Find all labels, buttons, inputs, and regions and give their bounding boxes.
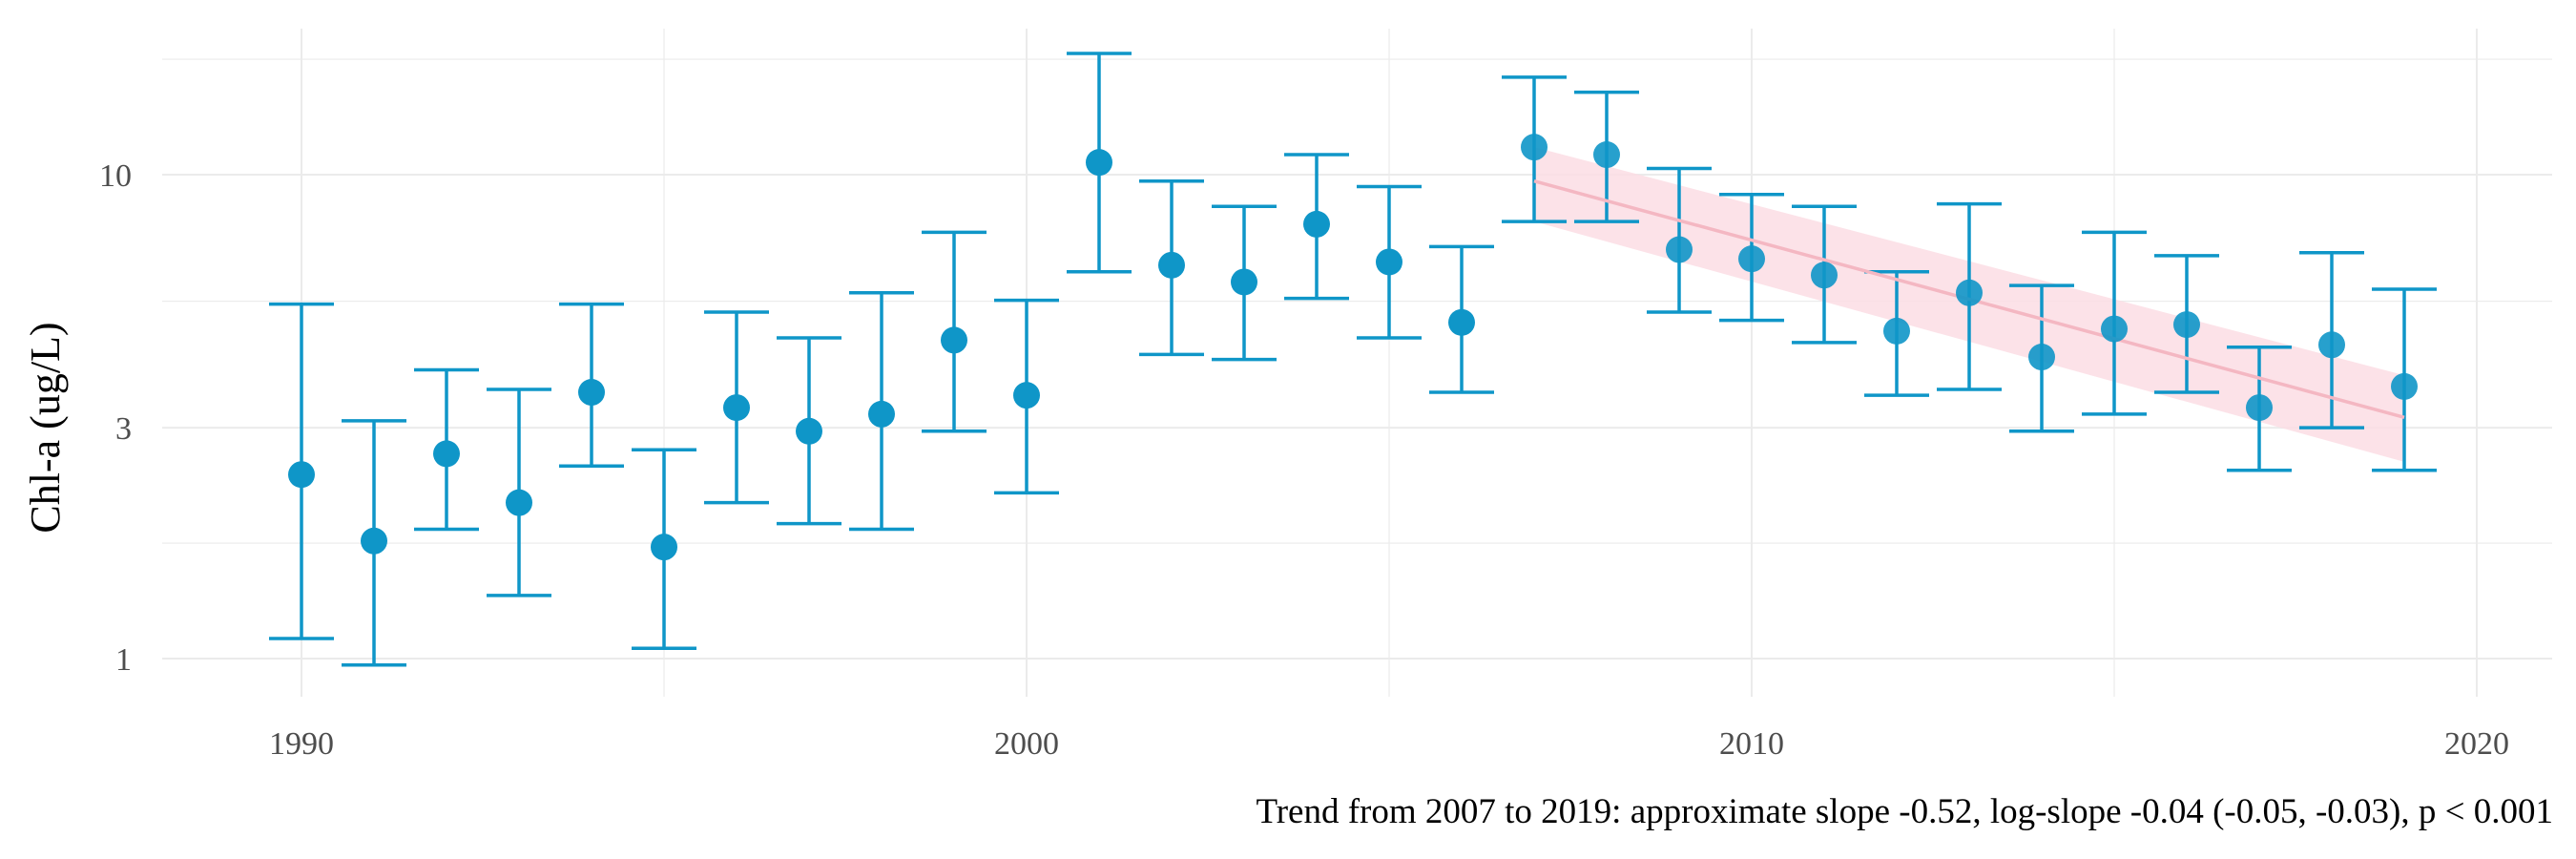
data-point-2003 bbox=[1231, 268, 1257, 296]
data-point-1994 bbox=[578, 379, 605, 407]
y-tick-label: 1 bbox=[115, 642, 132, 678]
data-point-1991 bbox=[361, 527, 387, 555]
data-points bbox=[288, 134, 2418, 561]
x-tick-label: 2000 bbox=[994, 726, 1059, 762]
data-point-2012 bbox=[1883, 317, 1910, 345]
data-point-2005 bbox=[1376, 248, 1402, 276]
data-point-2010 bbox=[1738, 245, 1765, 273]
data-point-1998 bbox=[868, 400, 895, 428]
data-point-2007 bbox=[1521, 134, 1548, 161]
data-point-2018 bbox=[2318, 331, 2345, 359]
data-point-2011 bbox=[1811, 262, 1838, 289]
x-tick-label: 1990 bbox=[269, 726, 334, 762]
trend-caption: Trend from 2007 to 2019: approximate slo… bbox=[1256, 792, 2553, 831]
y-tick-label: 3 bbox=[115, 411, 132, 447]
data-point-1993 bbox=[506, 489, 532, 516]
y-tick-labels: 1 3 10 bbox=[99, 158, 132, 678]
data-point-1996 bbox=[723, 394, 750, 422]
data-point-1995 bbox=[651, 534, 677, 561]
data-point-2014 bbox=[2028, 344, 2055, 371]
data-point-2001 bbox=[1086, 149, 1112, 177]
grid bbox=[162, 29, 2552, 697]
data-point-1997 bbox=[796, 417, 822, 445]
data-point-2002 bbox=[1158, 251, 1185, 279]
data-point-2015 bbox=[2101, 315, 2128, 343]
y-tick-label: 10 bbox=[99, 158, 132, 194]
data-point-1992 bbox=[433, 440, 460, 468]
data-point-2006 bbox=[1448, 308, 1475, 336]
x-tick-label: 2020 bbox=[2444, 726, 2509, 762]
x-tick-label: 2010 bbox=[1719, 726, 1784, 762]
data-point-2019 bbox=[2391, 372, 2418, 400]
data-point-2004 bbox=[1303, 210, 1330, 238]
data-point-2009 bbox=[1666, 236, 1693, 263]
data-point-2000 bbox=[1013, 382, 1040, 409]
data-point-1990 bbox=[288, 461, 315, 489]
data-point-2008 bbox=[1593, 141, 1620, 169]
data-point-2016 bbox=[2173, 311, 2200, 339]
y-axis-title: Chl-a (ug/L) bbox=[22, 322, 69, 533]
data-point-1999 bbox=[941, 326, 967, 354]
data-point-2017 bbox=[2246, 394, 2273, 422]
x-tick-labels: 1990 2000 2010 2020 bbox=[269, 726, 2509, 762]
data-point-2013 bbox=[1956, 279, 1983, 306]
